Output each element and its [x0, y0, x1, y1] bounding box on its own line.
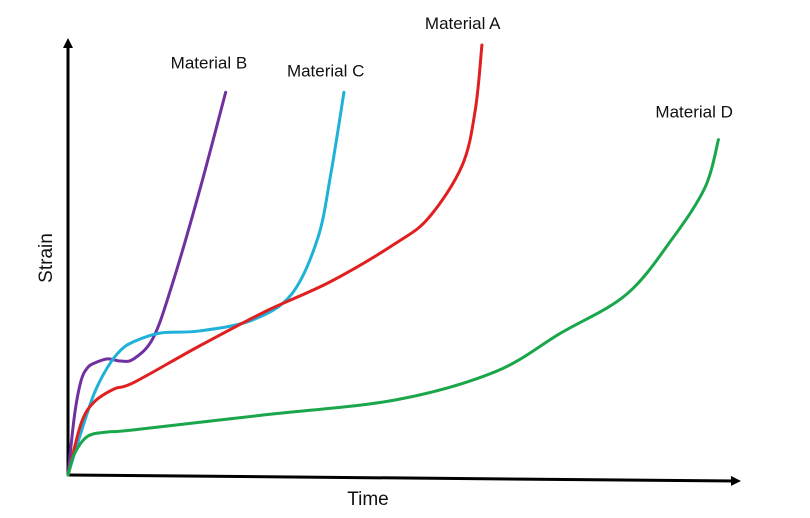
series-layer: [66, 43, 720, 477]
series-line-material-a: [66, 43, 484, 477]
series-label-material-c: Material C: [287, 61, 364, 80]
series-line-material-d: [66, 138, 720, 477]
x-axis-title: Time: [347, 489, 389, 510]
series-line-material-b: [66, 90, 228, 477]
y-axis-title: Strain: [36, 233, 57, 283]
x-axis-line: [67, 473, 741, 486]
series-label-material-d: Material D: [655, 103, 732, 122]
series-line-material-c: [66, 90, 346, 477]
series-label-material-a: Material A: [425, 14, 501, 33]
series-label-layer: Material B Material C Material A Material D: [171, 14, 733, 122]
series-label-material-b: Material B: [171, 53, 248, 72]
